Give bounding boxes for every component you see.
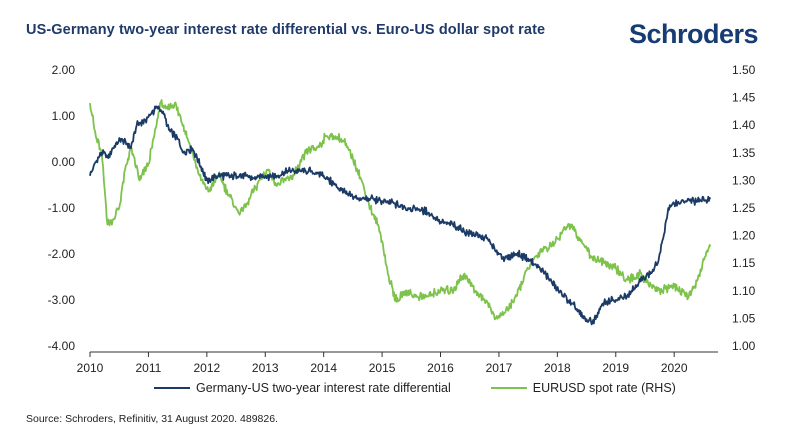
right-tick-label: 1.45 — [732, 91, 756, 105]
left-tick-label: -1.00 — [48, 201, 76, 215]
legend-item-differential: Germany-US two-year interest rate differ… — [154, 381, 451, 395]
legend-item-eurusd: EURUSD spot rate (RHS) — [490, 381, 676, 395]
right-tick-label: 1.35 — [732, 146, 756, 160]
x-tick-label: 2011 — [136, 361, 162, 375]
left-tick-label: 1.00 — [52, 109, 76, 123]
series-line-eurusd — [89, 99, 712, 321]
right-tick-label: 1.10 — [732, 284, 756, 298]
series-line-differential — [89, 105, 712, 326]
right-tick-label: 1.15 — [732, 256, 756, 270]
x-tick-label: 2020 — [661, 361, 688, 375]
x-tick-label: 2018 — [544, 361, 571, 375]
left-tick-label: 0.00 — [52, 155, 76, 169]
series-layer — [89, 99, 712, 326]
left-axis: 2.00 1.00 0.00 -1.00 -2.00 -3.00 -4.00 — [48, 63, 76, 353]
x-tick-label: 2019 — [602, 361, 629, 375]
x-tick-label: 2016 — [427, 361, 454, 375]
legend-label-eurusd: EURUSD spot rate (RHS) — [532, 381, 676, 395]
x-tick-label: 2013 — [252, 361, 279, 375]
legend-swatch-differential — [154, 387, 190, 389]
legend-swatch-eurusd — [490, 387, 527, 389]
brand-logo: Schroders — [628, 19, 759, 49]
x-tick-label: 2015 — [369, 361, 396, 375]
legend: Germany-US two-year interest rate differ… — [154, 381, 676, 395]
right-tick-label: 1.05 — [732, 311, 756, 325]
left-tick-label: 2.00 — [52, 63, 76, 77]
x-axis: 2010 2011 2012 2013 2014 2015 2016 2017 2018 2019… — [77, 352, 688, 375]
legend-label-differential: Germany-US two-year interest rate differ… — [196, 381, 451, 395]
right-tick-label: 1.20 — [732, 229, 756, 243]
right-tick-label: 1.25 — [732, 201, 756, 215]
left-tick-label: -4.00 — [48, 339, 76, 353]
x-tick-label: 2017 — [486, 361, 513, 375]
chart-title: US-Germany two-year interest rate differ… — [26, 22, 546, 38]
left-tick-label: -2.00 — [48, 247, 76, 261]
right-tick-label: 1.50 — [732, 63, 756, 77]
x-tick-label: 2012 — [193, 361, 220, 375]
right-tick-label: 1.00 — [732, 339, 756, 353]
source-note: Source: Schroders, Refinitiv, 31 August … — [26, 413, 278, 425]
x-tick-label: 2014 — [310, 361, 337, 375]
right-tick-label: 1.30 — [732, 173, 756, 187]
right-tick-label: 1.40 — [732, 118, 756, 132]
right-axis: 1.50 1.45 1.40 1.35 1.30 1.25 1.20 1.15 1.10 1.05… — [732, 63, 756, 353]
x-tick-label: 2010 — [77, 361, 104, 375]
left-tick-label: -3.00 — [48, 293, 76, 307]
